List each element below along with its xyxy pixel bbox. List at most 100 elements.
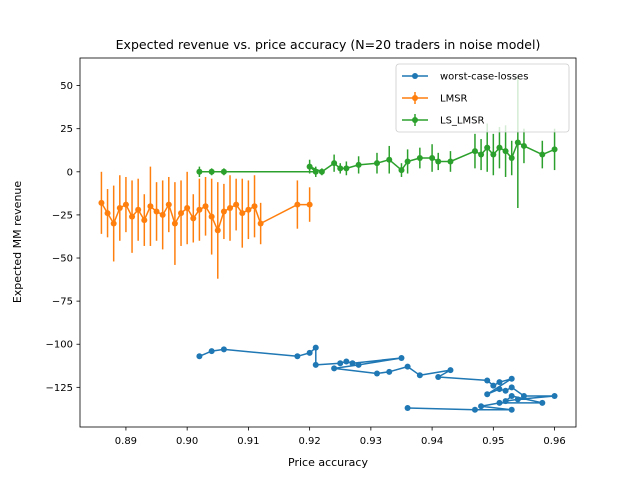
data-point <box>551 146 558 153</box>
data-point <box>159 211 166 218</box>
x-tick-label: 0.91 <box>237 436 259 447</box>
data-point <box>429 155 436 162</box>
data-point <box>122 201 129 208</box>
data-point <box>404 405 411 412</box>
data-point <box>318 168 325 175</box>
data-point <box>306 163 313 170</box>
y-tick-label: −100 <box>46 340 73 351</box>
data-point <box>178 210 185 217</box>
legend-label: LMSR <box>440 94 468 105</box>
data-point <box>496 144 503 151</box>
data-point <box>165 201 172 208</box>
data-point <box>196 206 203 213</box>
data-point <box>508 392 515 399</box>
data-point <box>331 365 338 372</box>
y-tick-label: −25 <box>52 210 73 221</box>
data-point <box>208 348 215 355</box>
data-point <box>386 156 393 163</box>
data-point <box>484 144 491 151</box>
series-LMSR <box>98 166 313 279</box>
data-point <box>404 363 411 370</box>
data-point <box>214 227 221 234</box>
data-point <box>478 403 485 410</box>
data-point <box>539 399 546 406</box>
series-LS_LMSR <box>196 76 558 209</box>
legend-marker <box>412 95 418 101</box>
legend: worst-case-losses LMSR LS_LMSR <box>395 63 570 133</box>
data-point <box>202 203 209 210</box>
legend-marker <box>412 73 418 79</box>
data-point <box>337 360 344 367</box>
y-tick-label: −75 <box>52 297 73 308</box>
data-point <box>478 151 485 158</box>
data-point <box>312 344 319 351</box>
data-point <box>245 206 252 213</box>
x-tick-label: 0.96 <box>543 436 565 447</box>
data-point <box>508 375 515 382</box>
data-point <box>190 215 197 222</box>
data-point <box>490 382 497 389</box>
data-point <box>398 355 405 362</box>
x-tick-label: 0.94 <box>421 436 443 447</box>
data-point <box>398 167 405 174</box>
data-point <box>508 384 515 391</box>
data-point <box>539 151 546 158</box>
data-point <box>196 168 203 175</box>
plot-frame <box>79 57 577 428</box>
series-worst-case-losses <box>196 344 558 413</box>
data-point <box>349 360 356 367</box>
y-tick-label: 0 <box>67 167 73 178</box>
data-point <box>343 358 350 365</box>
y-tick-label: −125 <box>46 383 73 394</box>
data-point <box>514 396 521 403</box>
data-point <box>331 160 338 167</box>
data-point <box>110 220 117 227</box>
data-point <box>220 346 227 353</box>
data-point <box>208 213 215 220</box>
data-point <box>135 206 142 213</box>
data-point <box>484 391 491 398</box>
data-point <box>484 377 491 384</box>
data-point <box>355 361 362 368</box>
data-point <box>147 203 154 210</box>
data-point <box>294 201 301 208</box>
data-point <box>373 370 380 377</box>
data-point <box>227 205 234 212</box>
x-tick-label: 0.89 <box>115 436 137 447</box>
data-point <box>184 205 191 212</box>
data-point <box>129 213 136 220</box>
data-point <box>233 201 240 208</box>
x-tick-label: 0.93 <box>360 436 382 447</box>
data-point <box>404 158 411 165</box>
data-point <box>312 361 319 368</box>
data-point <box>239 210 246 217</box>
data-point <box>520 392 527 399</box>
data-point <box>508 406 515 413</box>
y-tick-label: 50 <box>60 81 73 92</box>
data-point <box>416 155 423 162</box>
x-tick-label: 0.90 <box>176 436 198 447</box>
data-point <box>386 368 393 375</box>
series-layer <box>98 76 558 413</box>
x-tick-label: 0.92 <box>298 436 320 447</box>
data-point <box>373 160 380 167</box>
y-axis: −125 −100 −75 −50 −25 0 25 50 <box>46 81 80 394</box>
data-point <box>520 142 527 149</box>
data-point <box>337 165 344 172</box>
legend-marker <box>412 117 418 123</box>
y-axis-label: Expected MM revenue <box>11 181 24 304</box>
data-point <box>435 373 442 380</box>
data-point <box>294 353 301 360</box>
data-point <box>220 168 227 175</box>
legend-label: worst-case-losses <box>440 72 528 83</box>
data-point <box>447 158 454 165</box>
data-point <box>141 217 148 224</box>
data-point <box>502 387 509 394</box>
data-point <box>306 349 313 356</box>
data-point <box>355 161 362 168</box>
x-tick-label: 0.95 <box>482 436 504 447</box>
data-point <box>306 201 313 208</box>
data-point <box>257 220 264 227</box>
data-point <box>496 399 503 406</box>
